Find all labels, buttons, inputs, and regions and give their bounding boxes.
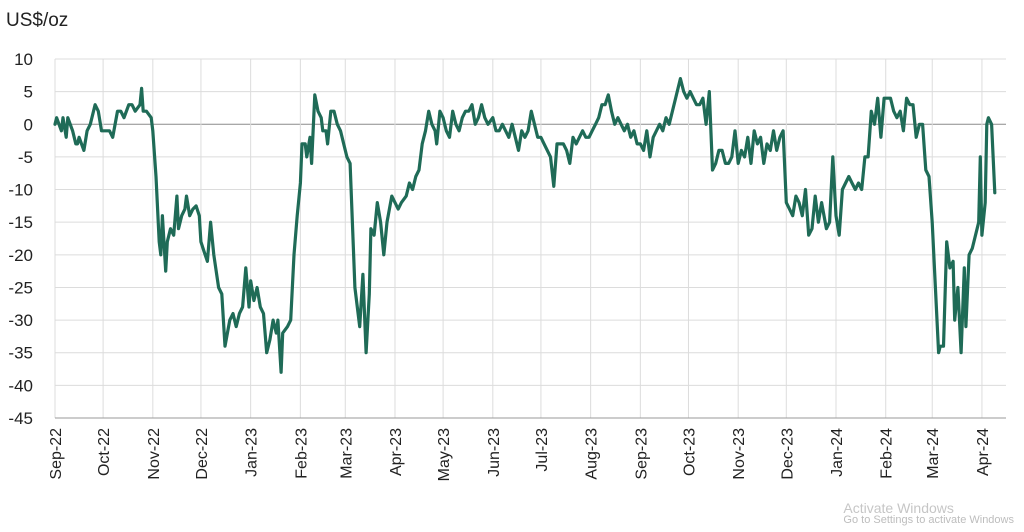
x-tick-label: Mar-23 — [338, 428, 355, 479]
series-line — [53, 77, 997, 374]
x-tick-label: Feb-23 — [293, 428, 310, 479]
x-tick-label: Sep-22 — [48, 428, 65, 480]
x-tick-label: Jan-23 — [244, 428, 261, 477]
x-tick-label: Mar-24 — [925, 428, 942, 479]
x-tick-label: Jan-24 — [829, 428, 846, 477]
x-tick-label: Oct-22 — [96, 428, 113, 476]
y-tick-label: 0 — [24, 115, 33, 134]
x-tick-label: Feb-24 — [879, 428, 896, 479]
y-tick-label: -30 — [8, 311, 33, 330]
x-tick-label: May-23 — [436, 428, 453, 481]
x-tick-label: Jul-23 — [534, 428, 551, 472]
y-tick-label: 10 — [14, 50, 33, 69]
y-tick-label: -20 — [8, 246, 33, 265]
x-tick-label: Nov-22 — [146, 428, 163, 480]
watermark-subtitle: Go to Settings to activate Windows — [843, 514, 1014, 526]
x-tick-label: Aug-23 — [584, 428, 601, 480]
x-tick-label: Apr-24 — [975, 428, 992, 476]
y-tick-label: -15 — [8, 213, 33, 232]
y-tick-label: -25 — [8, 278, 33, 297]
x-tick-label: Sep-23 — [633, 428, 650, 480]
y-axis-unit-label: US$/oz — [6, 10, 69, 31]
watermark-title: Activate Windows — [843, 500, 954, 516]
y-tick-label: -40 — [8, 376, 33, 395]
x-tick-label: Dec-23 — [779, 428, 796, 480]
y-tick-label: 5 — [24, 83, 33, 102]
activation-watermark: Activate Windows Go to Settings to activ… — [843, 500, 1014, 526]
x-tick-label: Jun-23 — [486, 428, 503, 477]
x-tick-label: Dec-22 — [194, 428, 211, 480]
y-tick-label: -35 — [8, 344, 33, 363]
y-tick-label: -45 — [8, 409, 33, 428]
y-tick-label: -10 — [8, 181, 33, 200]
x-tick-label: Oct-23 — [681, 428, 698, 476]
x-tick-label: Apr-23 — [388, 428, 405, 476]
y-tick-label: -5 — [18, 148, 33, 167]
x-tick-label: Nov-23 — [731, 428, 748, 480]
